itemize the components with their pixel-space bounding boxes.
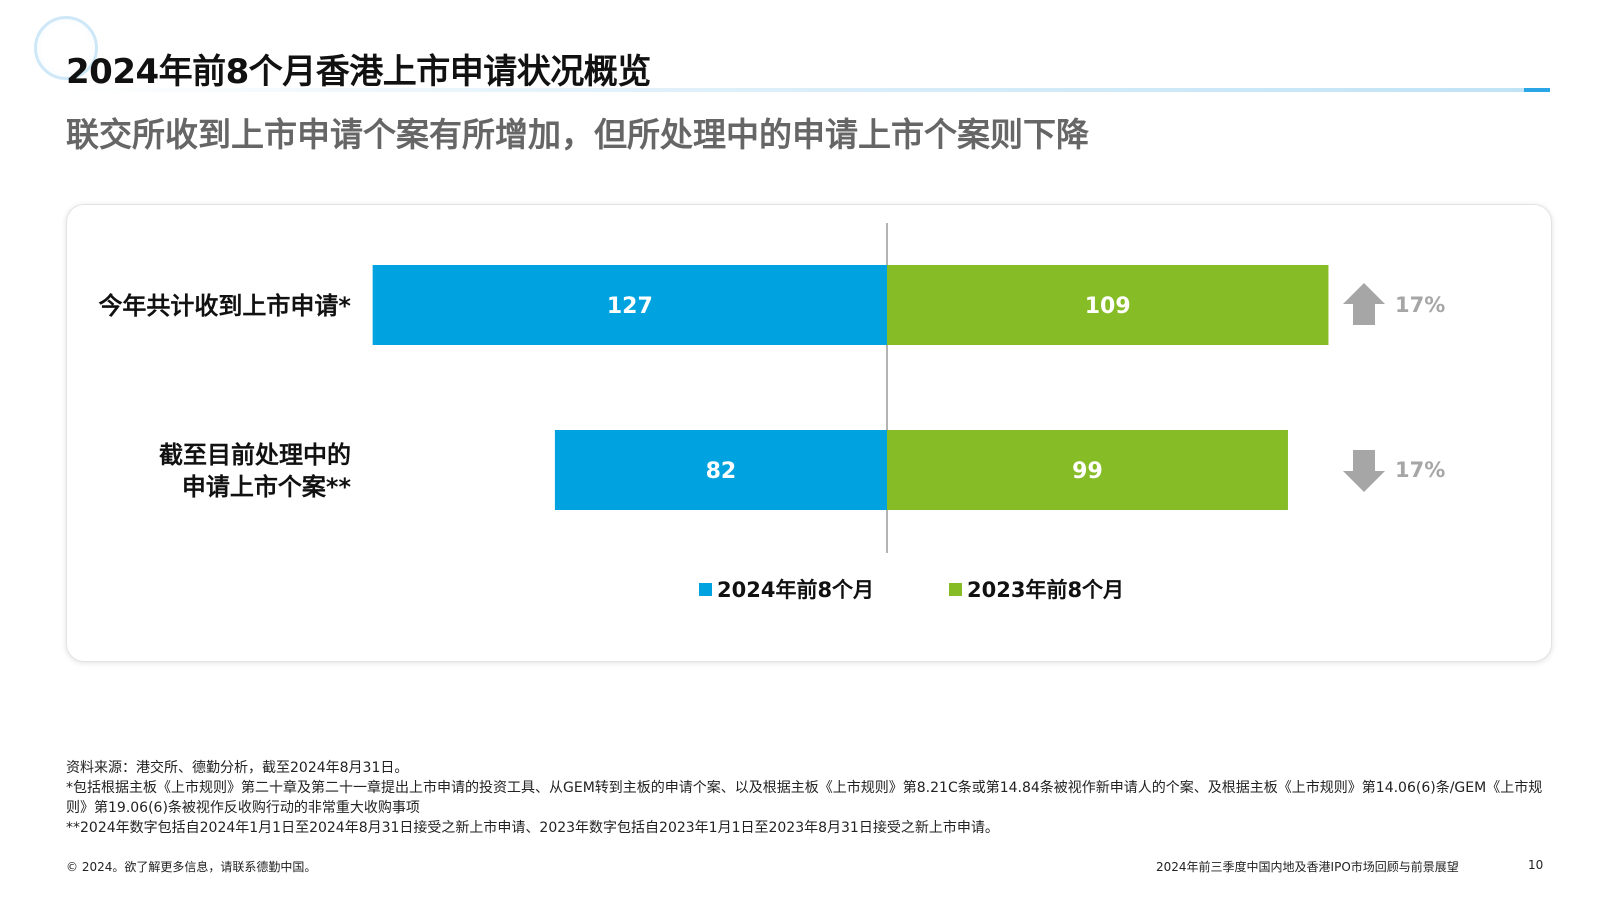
legend-label-0: 2024年前8个月: [717, 578, 874, 602]
legend-swatch-0: [699, 583, 712, 596]
copyright: © 2024。欲了解更多信息，请联系德勤中国。: [66, 860, 317, 874]
change-percent-1: 17%: [1395, 458, 1445, 482]
category-label-1-0: 截至目前处理中的: [159, 441, 351, 469]
page-subtitle: 联交所收到上市申请个案有所增加，但所处理中的申请上市个案则下降: [66, 115, 1089, 154]
bar-label-2024-1: 82: [706, 459, 737, 484]
report-title: 2024年前三季度中国内地及香港IPO市场回顾与前景展望: [1156, 860, 1459, 874]
bar-2024-1: [554, 430, 887, 510]
title-divider: [66, 88, 1550, 92]
decorative-circle: [34, 16, 98, 80]
legend-swatch-1: [949, 583, 962, 596]
footnote-1: *包括根据主板《上市规则》第二十章及第二十一章提出上市申请的投资工具、从GEM转…: [66, 780, 1543, 816]
bar-label-2024-0: 127: [607, 294, 653, 319]
page-title: 2024年前8个月香港上市申请状况概览: [66, 52, 651, 92]
change-percent-0: 17%: [1395, 293, 1445, 317]
bar-2024-0: [372, 265, 887, 345]
chart-panel: 127 109 今年共计收到上市申请* 17% 82 99 截至目前处理中的申请上市个案**…: [66, 204, 1552, 662]
legend-label-1: 2023年前8个月: [967, 578, 1124, 602]
page-number: 10: [1528, 858, 1544, 872]
category-label-1-1: 申请上市个案**: [182, 473, 352, 501]
footnote-2: **2024年数字包括自2024年1月1日至2024年8月31日接受之新上市申请…: [66, 820, 999, 836]
source-note: 资料来源：港交所、德勤分析，截至2024年8月31日。: [66, 760, 409, 776]
arrow-down-icon-1: [1343, 450, 1385, 492]
footnotes: 资料来源：港交所、德勤分析，截至2024年8月31日。 *包括根据主板《上市规则…: [66, 758, 1556, 838]
bar-2023-0: [887, 265, 1329, 345]
bar-2023-1: [887, 430, 1288, 510]
bar-label-2023-0: 109: [1085, 294, 1131, 319]
arrow-up-icon-0: [1343, 283, 1385, 325]
butterfly-bar-chart: 127 109 今年共计收到上市申请* 17% 82 99 截至目前处理中的申请上市个案**…: [98, 223, 1445, 602]
category-label-0-0: 今年共计收到上市申请*: [98, 292, 351, 320]
bar-label-2023-1: 99: [1072, 459, 1103, 484]
